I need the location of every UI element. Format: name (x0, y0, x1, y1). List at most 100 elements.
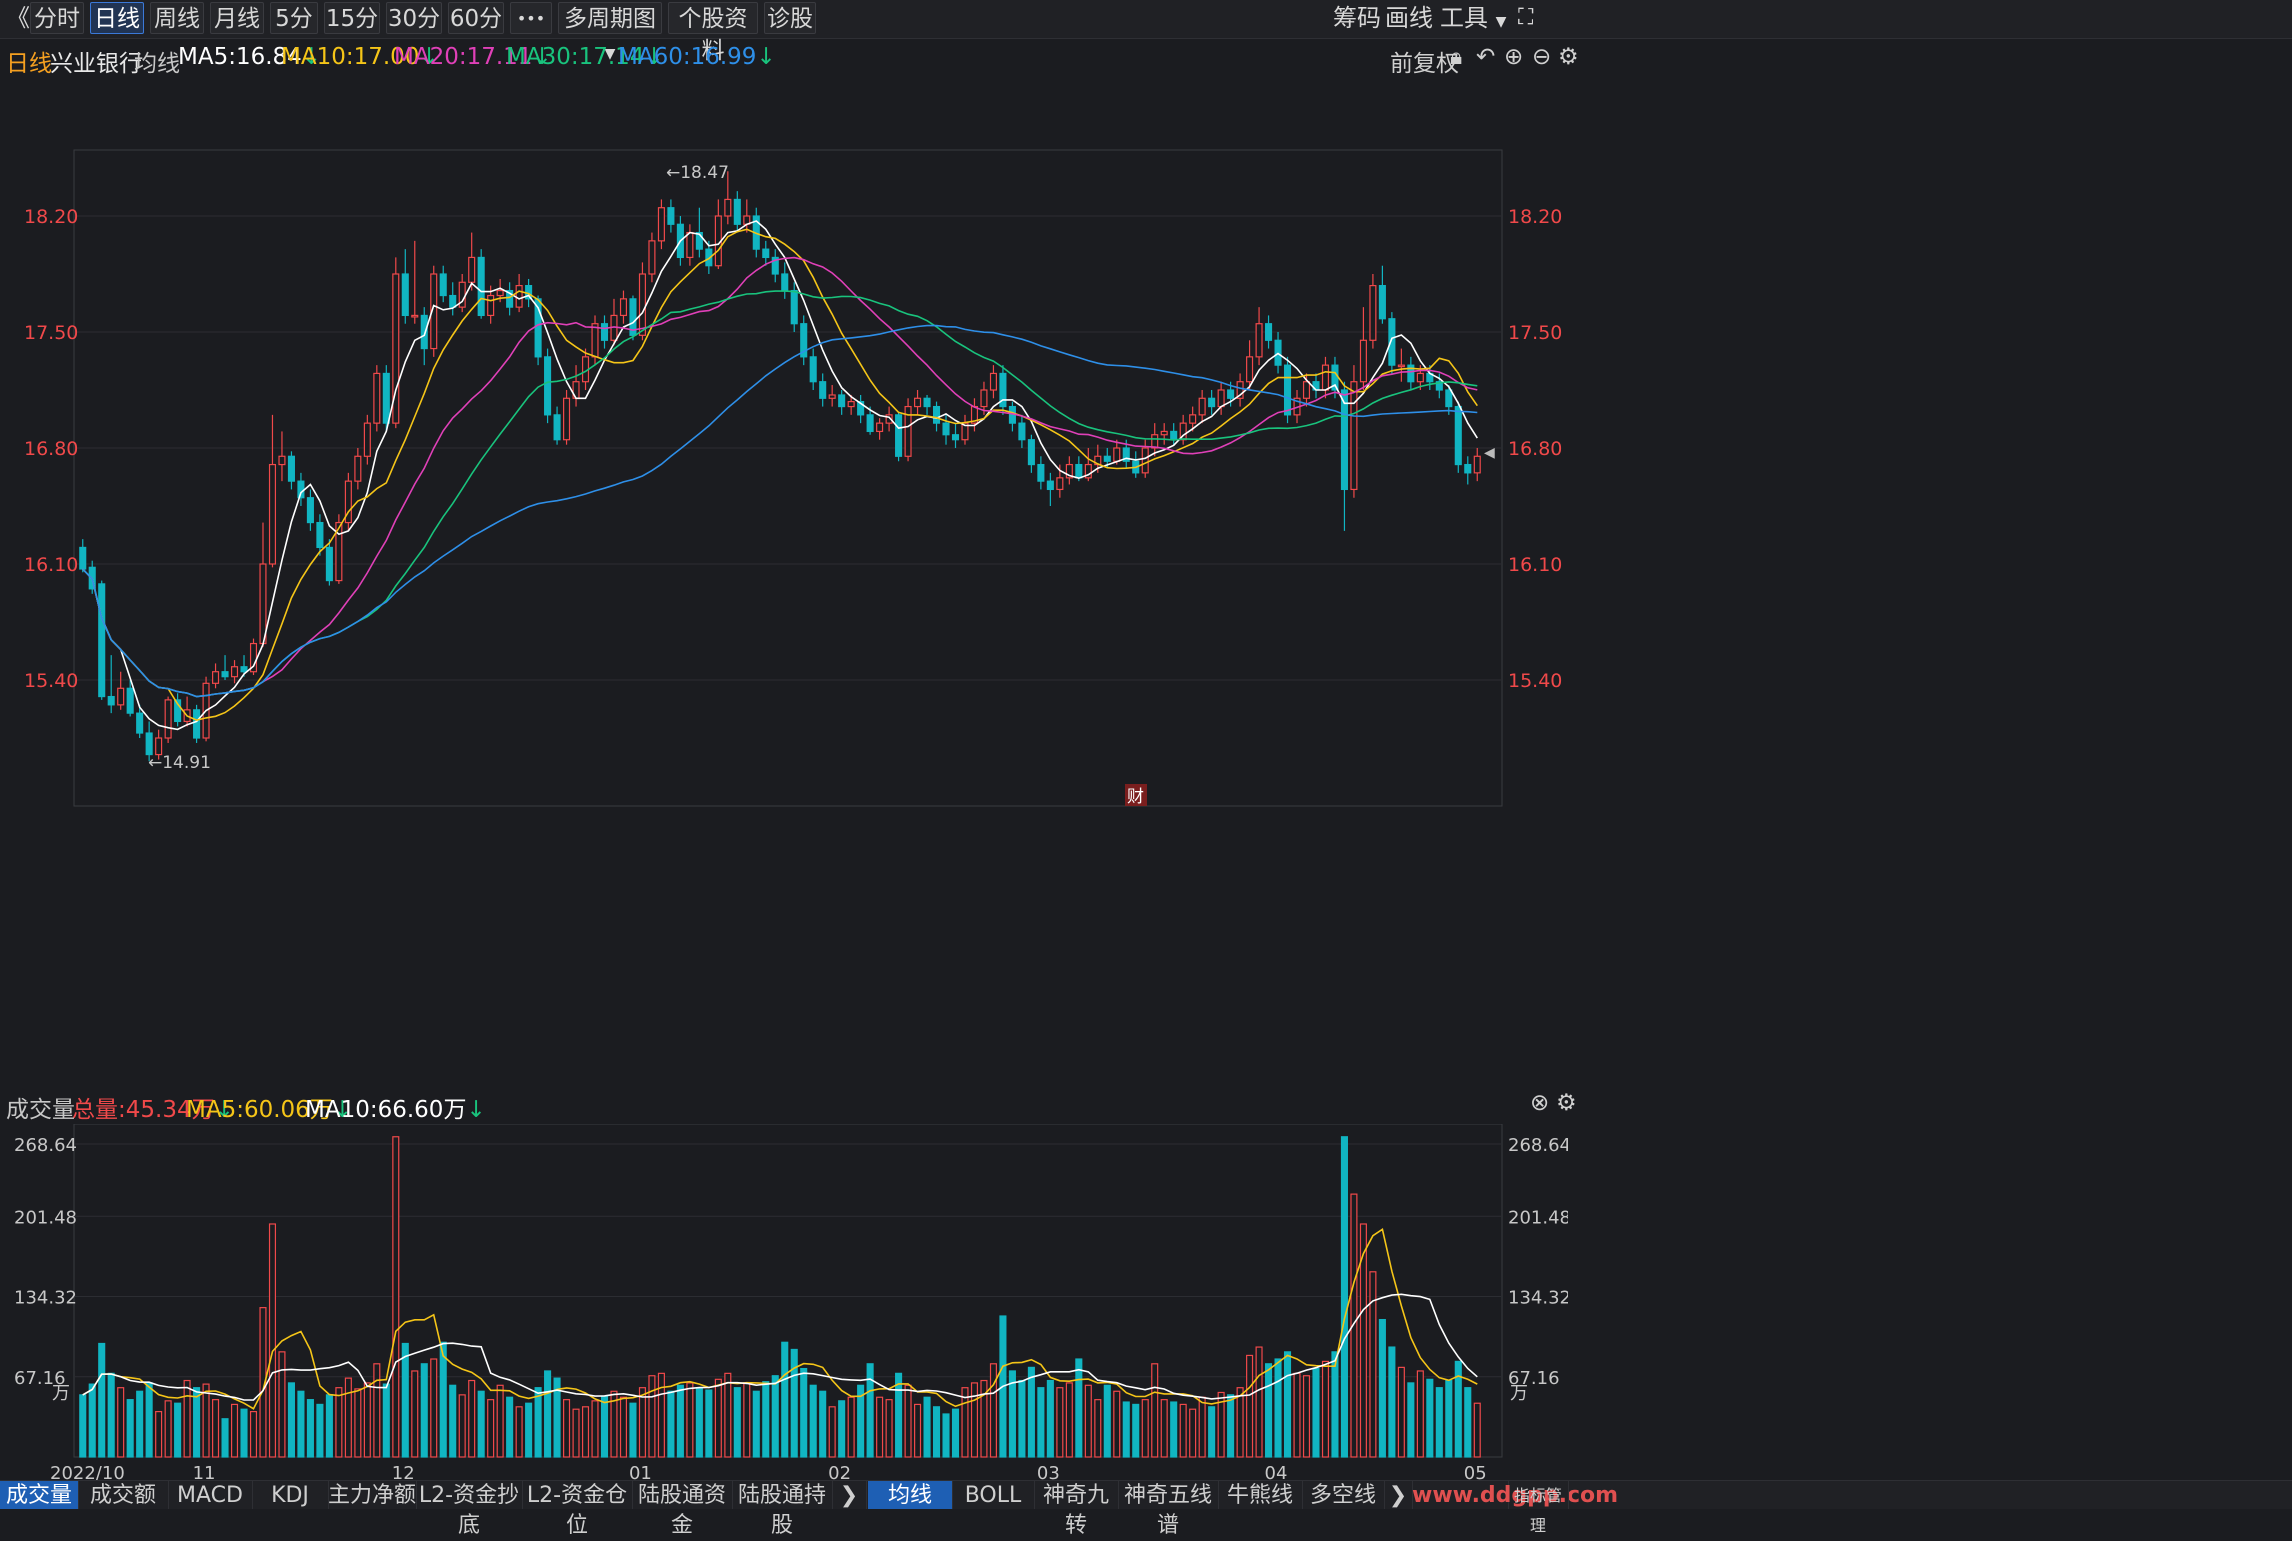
candle-down (1018, 422, 1026, 441)
volume-bar-up (1094, 1399, 1102, 1458)
lock-icon[interactable]: 🔒︎ (1450, 44, 1463, 70)
diagnose-button[interactable]: 诊股 (764, 2, 816, 34)
price-grid (75, 215, 1501, 681)
zoom-in-icon[interactable]: ⊕ (1504, 44, 1524, 70)
volume-bar-up (1065, 1382, 1073, 1458)
tab-bull-bear[interactable]: 牛熊线 (1218, 1481, 1303, 1509)
candle-up (1084, 463, 1092, 479)
volume-axis: 268.64 268.64 201.48 201.48 134.32 134.32 67.1… (14, 1135, 1568, 1389)
volume-bar-up (1473, 1402, 1481, 1458)
adjust-mode-button[interactable]: 前复权 (1390, 51, 1459, 77)
tools-dropdown[interactable]: 工具 ▼ (1440, 0, 1506, 38)
more-periods-button[interactable]: ••• (510, 2, 552, 34)
volume-bar-up (1246, 1354, 1254, 1458)
tab-kdj[interactable]: KDJ (252, 1481, 329, 1509)
volume-ma10: MA10:66.60万↓ (305, 1097, 486, 1123)
ma10-value: MA10:17.00↓ (281, 44, 439, 70)
period-15min[interactable]: 15分 (324, 2, 380, 34)
chevron-right-icon[interactable]: ❯ (832, 1481, 867, 1509)
volume-bar-up (885, 1399, 893, 1458)
period-30min[interactable]: 30分 (386, 2, 442, 34)
period-weekly[interactable]: 周线 (150, 2, 204, 34)
candle-up (1160, 430, 1168, 436)
close-panel-icon[interactable]: ⊗ (1530, 1090, 1550, 1116)
candle-up (1246, 356, 1254, 383)
tab-magic-five[interactable]: 神奇五线谱 (1118, 1481, 1219, 1538)
candle-down (1445, 389, 1453, 408)
period-monthly[interactable]: 月线 (210, 2, 264, 34)
volume-bar-up (1217, 1391, 1225, 1458)
tab-long-short[interactable]: 多空线 (1302, 1481, 1385, 1509)
candle-up (354, 455, 362, 482)
period-60min[interactable]: 60分 (448, 2, 504, 34)
volume-bar-up (164, 1400, 172, 1458)
candle-down (401, 273, 409, 317)
volume-bar-up (1236, 1387, 1244, 1458)
candle-up (496, 289, 504, 297)
tab-l2-position[interactable]: L2-资金仓位 (522, 1481, 633, 1538)
undo-icon[interactable]: ↶ (1476, 44, 1496, 70)
volume-bar-up (619, 1396, 628, 1458)
volume-bar-down (1407, 1382, 1415, 1458)
low-price-label: ←14.91 (148, 753, 211, 773)
panel-settings-icon[interactable]: ⚙ (1556, 1090, 1577, 1116)
tab-ma[interactable]: 均线 (868, 1481, 953, 1509)
indicator-manage-button[interactable]: 指标管理 (1508, 1481, 1569, 1535)
zoom-out-icon[interactable]: ⊖ (1532, 44, 1552, 70)
chevron-right-icon[interactable]: ❯ (1384, 1481, 1413, 1509)
tab-macd[interactable]: MACD (168, 1481, 253, 1509)
tab-main-net[interactable]: 主力净额 (328, 1481, 417, 1509)
collapse-back-icon[interactable]: 《 (6, 4, 30, 32)
chips-button[interactable]: 筹码 (1333, 4, 1381, 32)
tab-boll[interactable]: BOLL (952, 1481, 1035, 1509)
candle-up (847, 401, 855, 408)
volume-bar-up (1179, 1403, 1187, 1458)
tab-turnover[interactable]: 成交额 (78, 1481, 169, 1509)
volume-bar-up (1160, 1399, 1168, 1458)
candle-up (335, 521, 343, 582)
multi-period-dropdown[interactable]: 多周期图 ▼ (558, 2, 662, 62)
period-intraday[interactable]: 分时 (30, 2, 84, 34)
candle-up (164, 699, 172, 739)
candle-down (145, 732, 153, 756)
candle-down (1027, 439, 1035, 466)
tab-connect-holding[interactable]: 陆股通持股 (732, 1481, 833, 1538)
candle-up (430, 273, 438, 350)
period-5min[interactable]: 5分 (270, 2, 318, 34)
period-daily[interactable]: 日线 (90, 2, 144, 34)
volume-bar-up (876, 1396, 884, 1458)
candle-down (287, 455, 295, 482)
ma-label[interactable]: 均线 (134, 51, 180, 77)
volume-bar-down (676, 1384, 684, 1458)
volume-bar-down (126, 1399, 134, 1458)
fullscreen-icon[interactable]: ⛶ (1518, 5, 1534, 30)
candle-up (363, 422, 371, 457)
candle-down (1283, 364, 1292, 416)
tab-magic-nine[interactable]: 神奇九转 (1034, 1481, 1119, 1538)
tab-connect-funds[interactable]: 陆股通资金 (632, 1481, 733, 1538)
period-toolbar: 《 分时 日线 周线 月线 5分 15分 30分 60分 ••• 多周期图 ▼ … (0, 0, 2292, 64)
volume-bar-down (1208, 1406, 1216, 1458)
volume-bar-down (1312, 1367, 1320, 1458)
ma5-value: MA5:16.84↓ (178, 44, 322, 70)
tab-volume[interactable]: 成交量 (0, 1481, 79, 1509)
financial-report-badge[interactable] (1125, 784, 1147, 806)
candle-up (155, 737, 163, 756)
candle-down (1435, 381, 1443, 391)
date-tick-label: 2022/10 (50, 1463, 125, 1480)
tab-l2-bottom[interactable]: L2-资金抄底 (416, 1481, 523, 1538)
draw-line-button[interactable]: 画线 (1385, 4, 1433, 32)
kline-chart[interactable]: 18.20 17.50 16.80 16.10 15.40 18.20 17.50 16.8… (0, 80, 1568, 1084)
candle-down (382, 372, 390, 424)
stock-profile-button[interactable]: 个股资料 (668, 2, 758, 64)
volume-bar-down (401, 1342, 409, 1458)
candle-down (297, 480, 305, 499)
volume-chart[interactable]: 268.64 268.64 201.48 201.48 134.32 134.32 67.1… (0, 1124, 1568, 1480)
candle-up (648, 240, 656, 275)
settings-gear-icon[interactable]: ⚙ (1558, 44, 1579, 70)
candle-down (1265, 323, 1273, 341)
candle-down (1454, 405, 1462, 466)
volume-bar-down (790, 1348, 798, 1458)
volume-bar-up (847, 1396, 855, 1458)
volume-bar-down (297, 1390, 305, 1458)
